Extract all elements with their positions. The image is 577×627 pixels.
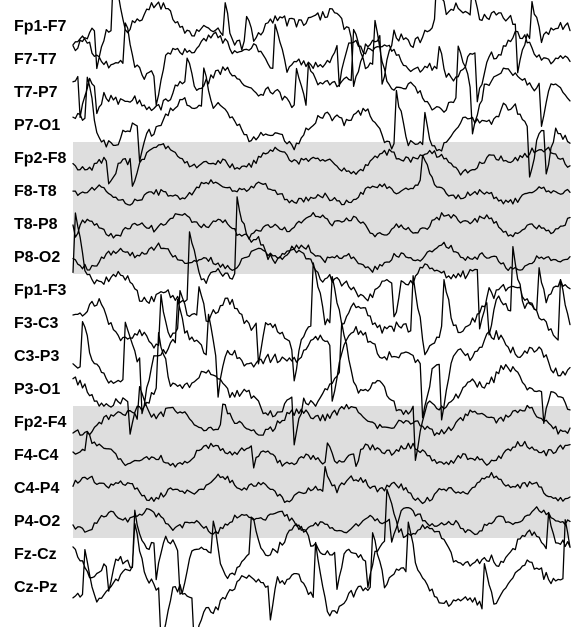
channel-label: C3-P3 [14,348,74,366]
channel-label: F4-C4 [14,447,74,465]
channel-label: Fp2-F4 [14,414,74,432]
channel-label: P7-O1 [14,117,74,135]
eeg-trace [73,548,570,627]
channel-label: T7-P7 [14,84,74,102]
channel-label: P4-O2 [14,513,74,531]
channel-label: F8-T8 [14,183,74,201]
channel-label: Fp2-F8 [14,150,74,168]
channel-label: Cz-Pz [14,579,74,597]
channel-label: F7-T7 [14,51,74,69]
channel-label: P8-O2 [14,249,74,267]
channel-label: T8-P8 [14,216,74,234]
channel-label: Fp1-F3 [14,282,74,300]
channel-label: C4-P4 [14,480,74,498]
eeg-figure: Fp1-F7 F7-T7 T7-P7 P7-O1 Fp2-F8 F8-T8 T8-P8 P8-… [0,0,577,624]
channel-label: F3-C3 [14,315,74,333]
channel-label: Fz-Cz [14,546,74,564]
channel-row: Cz-Pz [0,571,577,604]
channel-label: P3-O1 [14,381,74,399]
channel-label: Fp1-F7 [14,18,74,36]
